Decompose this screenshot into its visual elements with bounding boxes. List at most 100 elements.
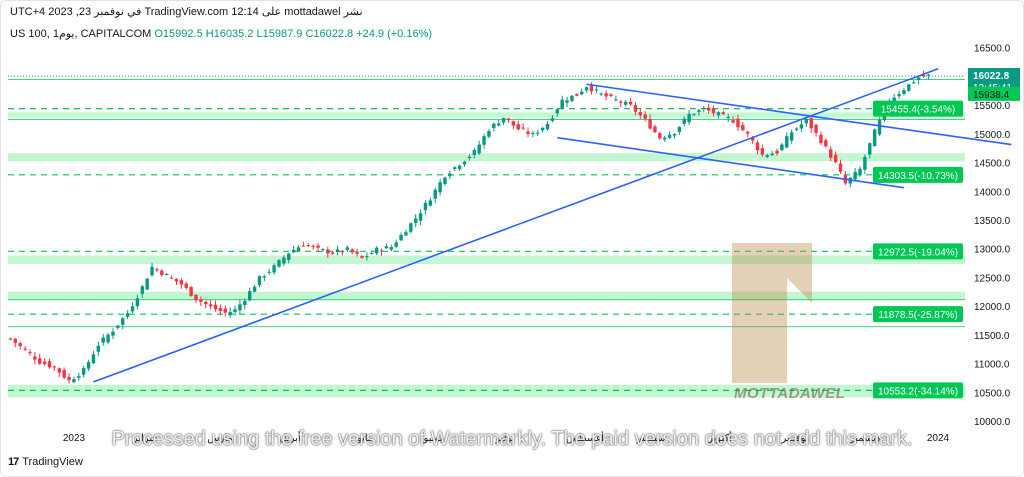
candle	[389, 247, 393, 250]
candle	[511, 121, 516, 126]
candle	[575, 93, 579, 96]
prev-close-label: 15938.4	[973, 90, 1010, 101]
candle	[42, 361, 47, 365]
candle	[809, 118, 813, 129]
candle	[853, 171, 857, 180]
y-axis-tick: 11500.0	[974, 331, 1010, 342]
candle	[794, 128, 799, 130]
candle	[506, 118, 511, 121]
candle	[570, 95, 574, 101]
candle	[194, 294, 198, 301]
level-label: 10553.2(-34.14%)	[878, 386, 958, 397]
candle	[819, 134, 823, 144]
candle	[428, 200, 433, 206]
candle	[462, 161, 467, 165]
candle	[750, 137, 755, 141]
y-axis-tick: 12000.0	[974, 302, 1011, 313]
candle	[47, 361, 52, 368]
candle	[277, 260, 281, 267]
candle	[706, 107, 711, 111]
candle	[57, 368, 61, 373]
candle	[472, 150, 477, 155]
candle	[501, 118, 506, 123]
candle	[760, 148, 765, 155]
level-label-bg	[873, 306, 963, 323]
level-label: 14303.5(-10.73%)	[878, 171, 958, 182]
candle	[521, 127, 525, 129]
candle	[135, 298, 140, 307]
symbol-label[interactable]: US 100, يوم1, CAPITALCOM	[10, 28, 152, 40]
candle	[711, 108, 716, 114]
x-axis-tick: مايو	[356, 433, 373, 444]
candle	[589, 85, 594, 92]
level-label: 11878.5(-25.87%)	[878, 310, 957, 321]
candle	[555, 109, 560, 114]
candle	[130, 306, 135, 312]
level-label: 15455.4(-3.54%)	[881, 105, 956, 116]
candle	[921, 74, 926, 77]
candle	[716, 112, 721, 116]
candle	[296, 247, 301, 252]
support-resistance-zone	[8, 153, 965, 162]
candle	[28, 352, 32, 354]
tradingview-brand: TradingView	[22, 456, 83, 468]
candle	[174, 278, 179, 282]
y-axis-tick: 13500.0	[974, 216, 1011, 227]
candle	[731, 120, 735, 123]
candle	[243, 300, 247, 306]
candle	[457, 165, 462, 170]
trendline-channel-upper	[586, 83, 1012, 146]
x-axis-tick: أغسطس	[566, 431, 604, 444]
candle	[658, 133, 662, 139]
candle	[780, 144, 784, 151]
y-axis-tick: 11000.0	[974, 360, 1010, 371]
x-axis-tick: 2023	[63, 433, 86, 444]
x-axis-tick: سبتمبر	[636, 433, 666, 444]
candle	[213, 304, 218, 310]
candle	[13, 338, 18, 343]
last-price-label: 16022.8	[973, 71, 1010, 82]
candle	[33, 356, 37, 360]
candle	[516, 124, 520, 130]
candle	[101, 337, 105, 343]
candle	[330, 252, 335, 254]
candle	[116, 325, 120, 328]
candle	[145, 278, 149, 290]
level-label-bg	[873, 382, 963, 399]
candle	[565, 100, 569, 103]
candle	[306, 245, 310, 247]
candle	[164, 274, 169, 276]
candle	[38, 358, 42, 364]
candle	[18, 343, 22, 347]
tradingview-footer[interactable]: 17 TradingView	[8, 456, 83, 468]
candle	[682, 118, 686, 124]
candle	[72, 379, 76, 383]
candle	[663, 137, 667, 140]
candle	[648, 118, 652, 129]
candle	[907, 84, 911, 91]
candle	[384, 246, 389, 249]
prev-close-label-bg	[968, 86, 1020, 101]
candle	[482, 136, 486, 145]
candle	[316, 245, 320, 248]
candle	[619, 101, 623, 103]
candle	[340, 251, 345, 253]
candle	[916, 77, 921, 81]
candle	[775, 150, 779, 154]
candle	[106, 334, 110, 343]
candle	[189, 287, 193, 296]
candle	[140, 286, 144, 294]
candle	[560, 99, 564, 109]
candle	[155, 269, 159, 271]
candle	[252, 286, 257, 292]
ohlc-values: O15992.5 H16035.2 L15987.9 C16022.8 +24.…	[154, 28, 433, 40]
candle	[487, 131, 491, 137]
candle	[413, 218, 418, 223]
y-axis-tick: 10500.0	[974, 388, 1011, 399]
candle	[311, 245, 315, 247]
candles	[8, 70, 931, 384]
candle	[96, 345, 101, 352]
candle	[741, 125, 745, 131]
support-resistance-zone	[8, 291, 965, 301]
